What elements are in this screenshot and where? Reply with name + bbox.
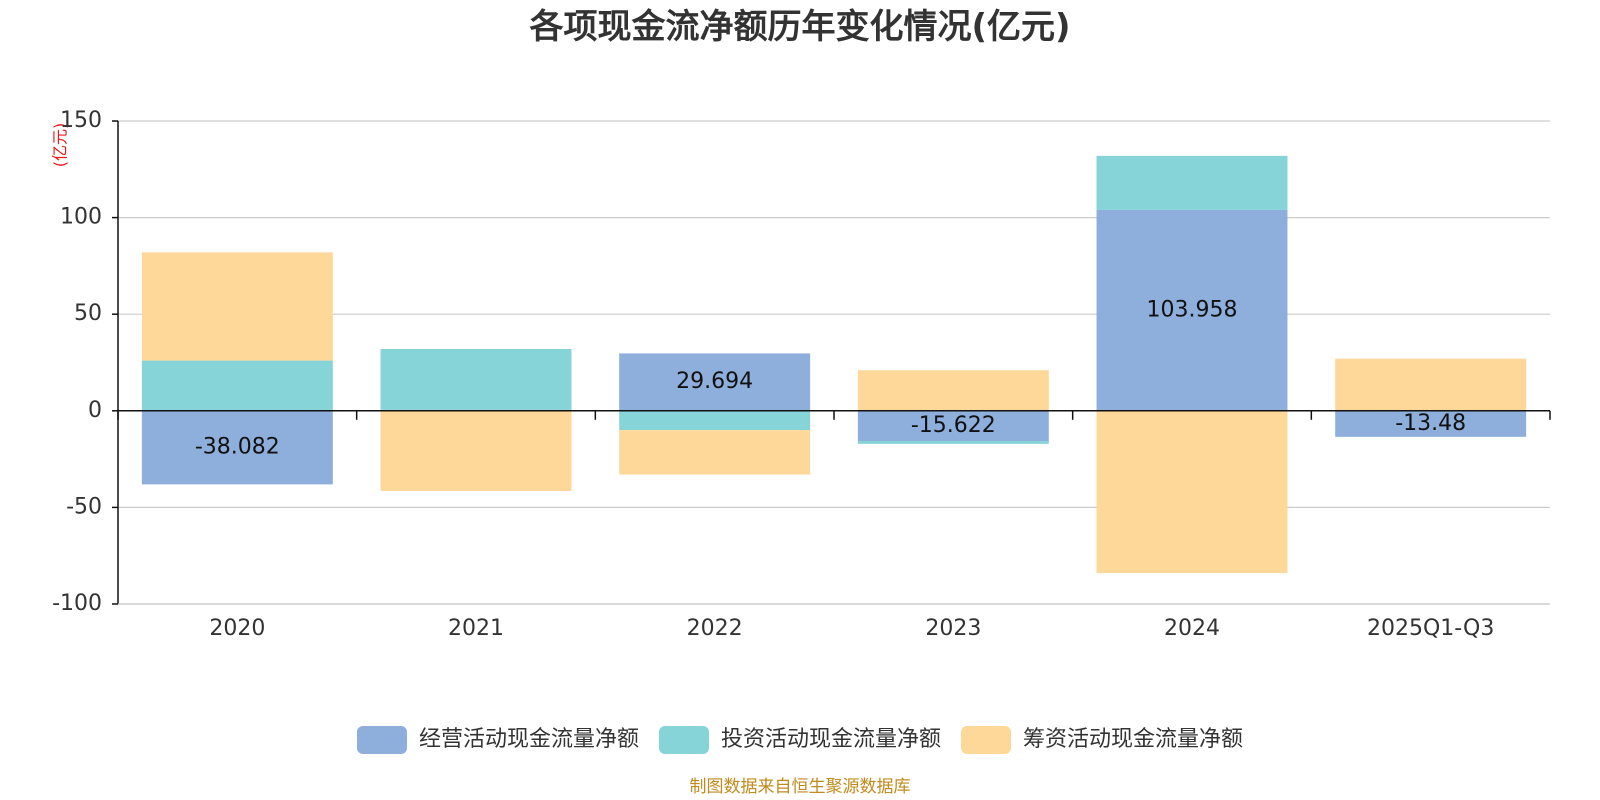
bar-operating-2024 <box>1096 209 1288 411</box>
data-label-operating: 29.694 <box>676 369 753 394</box>
y-tick-label: 150 <box>60 108 102 133</box>
source-note: 制图数据来自恒生聚源数据库 <box>690 777 911 797</box>
legend: 经营活动现金流量净额 投资活动现金流量净额 筹资活动现金流量净额 <box>356 726 1243 754</box>
y-tick-label: -100 <box>52 591 102 616</box>
bar-investing-2020 <box>141 360 333 411</box>
bar-financing-2023 <box>857 370 1049 411</box>
y-tick-label: 100 <box>60 205 102 230</box>
data-label-operating: -13.48 <box>1395 411 1466 436</box>
data-label-operating: 103.958 <box>1147 297 1238 322</box>
data-label-operating: -15.622 <box>911 413 996 438</box>
legend-swatch-investing <box>658 726 709 754</box>
y-tick-label: 0 <box>88 398 102 423</box>
bar-operating-2022 <box>619 353 811 411</box>
axes: 150 100 50 0 -50 -100 2020 2021 2022 2023 2024 2025… <box>52 108 1551 641</box>
x-tick-label: 2022 <box>687 616 743 641</box>
bar-operating-2020 <box>141 410 333 485</box>
bar-financing-2022 <box>619 430 811 475</box>
bars <box>141 155 1527 574</box>
x-tick-label: 2025Q1-Q3 <box>1367 616 1494 641</box>
bar-investing-2024 <box>1096 155 1288 210</box>
bar-investing-2023 <box>857 440 1049 444</box>
legend-label-investing: 投资活动现金流量净额 <box>721 727 941 752</box>
bar-investing-2021 <box>380 348 572 410</box>
bar-financing-2024 <box>1096 410 1288 574</box>
bar-financing-2025Q1-Q3 <box>1335 358 1527 411</box>
bar-operating-2025Q1-Q3 <box>1335 410 1527 437</box>
chart-title: 各项现金流净额历年变化情况(亿元) <box>529 7 1070 47</box>
data-label-operating: -38.082 <box>195 435 280 460</box>
legend-swatch-financing <box>961 726 1012 754</box>
x-tick-label: 2023 <box>925 616 981 641</box>
y-tick-label: 50 <box>74 301 102 326</box>
data-labels: -38.082 29.694 -15.622 103.958 -13.48 <box>195 297 1466 459</box>
bar-financing-2021 <box>380 410 572 491</box>
bar-operating-2023 <box>857 410 1049 441</box>
bar-financing-2020 <box>141 252 333 361</box>
legend-label-operating: 经营活动现金流量净额 <box>419 727 639 752</box>
bar-investing-2022 <box>619 410 811 431</box>
y-axis-unit-label: (亿元) <box>51 123 70 168</box>
x-tick-label: 2021 <box>448 616 504 641</box>
y-tick-label: -50 <box>66 494 102 519</box>
x-tick-label: 2024 <box>1164 616 1220 641</box>
legend-swatch-operating <box>356 726 407 754</box>
legend-label-financing: 筹资活动现金流量净额 <box>1023 727 1243 752</box>
x-tick-label: 2020 <box>209 616 265 641</box>
